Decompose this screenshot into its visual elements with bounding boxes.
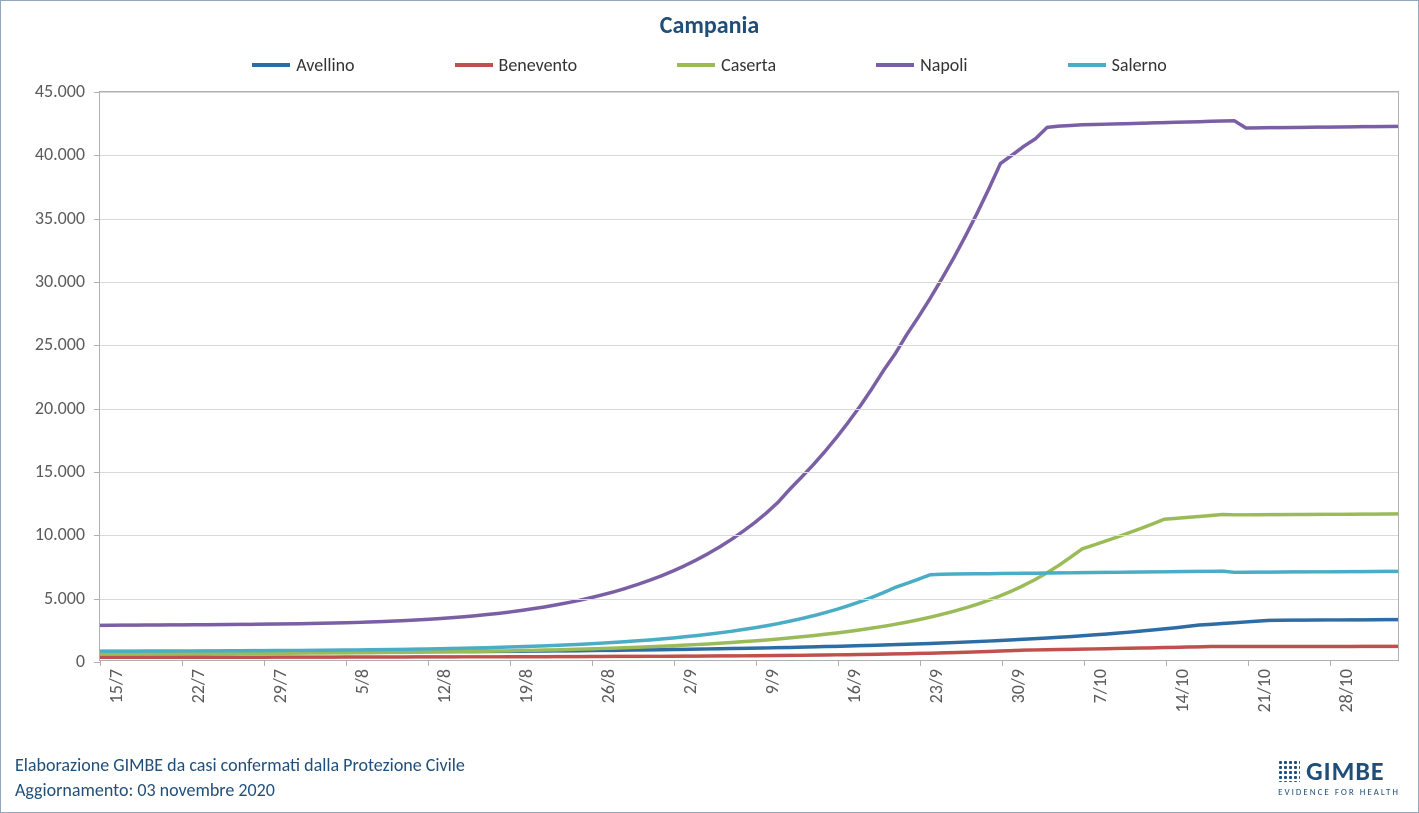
logo-main: GIMBE [1278, 755, 1400, 787]
series-line-napoli [100, 121, 1398, 626]
chart-lines [100, 92, 1398, 660]
x-tick-label: 19/8 [515, 669, 537, 703]
y-tick-label: 25.000 [35, 333, 85, 355]
y-tick-label: 35.000 [35, 207, 85, 229]
gridline [100, 409, 1398, 410]
series-line-salerno [100, 571, 1398, 651]
y-tick-label: 10.000 [35, 523, 85, 545]
y-tickmark [94, 599, 100, 600]
y-tick-label: 0 [76, 650, 85, 672]
x-tick-label: 23/9 [925, 669, 947, 703]
x-tick-label: 14/10 [1171, 669, 1193, 712]
x-axis-labels: 15/7 22/7 29/7 5/8 12/8 19/8 26/8 2/9 9/9 16/9 23/… [99, 661, 1399, 751]
legend-label-salerno: Salerno [1112, 54, 1167, 76]
gridline [100, 92, 1398, 93]
footer-source: Elaborazione GIMBE da casi confermati da… [15, 753, 465, 777]
y-tick-label: 45.000 [35, 80, 85, 102]
gridline [100, 535, 1398, 536]
legend-label-benevento: Benevento [499, 54, 578, 76]
gridline [100, 599, 1398, 600]
legend-label-napoli: Napoli [920, 54, 967, 76]
y-tick-label: 5.000 [44, 587, 85, 609]
plot-area [99, 91, 1399, 661]
y-tickmark [94, 535, 100, 536]
legend-item-caserta: Caserta [677, 54, 776, 76]
legend-item-salerno: Salerno [1068, 54, 1167, 76]
x-tick-label: 28/10 [1335, 669, 1357, 712]
logo-dots-icon [1278, 760, 1300, 782]
gridline [100, 155, 1398, 156]
y-tick-label: 20.000 [35, 397, 85, 419]
logo-text: GIMBE [1306, 755, 1384, 787]
logo-subtitle: EVIDENCE FOR HEALTH [1278, 787, 1400, 798]
footer-date: Aggiornamento: 03 novembre 2020 [15, 778, 465, 802]
y-tickmark [94, 345, 100, 346]
gridline [100, 345, 1398, 346]
y-tickmark [94, 155, 100, 156]
gridline [100, 472, 1398, 473]
gridline [100, 282, 1398, 283]
x-tick-label: 26/8 [597, 669, 619, 703]
y-tickmark [94, 409, 100, 410]
chart-container: Campania Avellino Benevento Caserta Napo… [0, 0, 1419, 813]
x-tick-label: 16/9 [843, 669, 865, 703]
legend-swatch-benevento [455, 63, 493, 67]
x-tick-label: 9/9 [761, 669, 783, 694]
legend-item-napoli: Napoli [876, 54, 967, 76]
legend-swatch-avellino [252, 63, 290, 67]
x-tick-label: 21/10 [1253, 669, 1275, 712]
x-tick-label: 22/7 [187, 669, 209, 703]
legend-item-benevento: Benevento [455, 54, 578, 76]
legend-swatch-salerno [1068, 63, 1106, 67]
legend-swatch-napoli [876, 63, 914, 67]
x-tick-label: 12/8 [433, 669, 455, 703]
y-axis-labels: 05.00010.00015.00020.00025.00030.00035.0… [1, 91, 93, 661]
legend-label-avellino: Avellino [296, 54, 354, 76]
gimbe-logo: GIMBE EVIDENCE FOR HEALTH [1278, 755, 1400, 798]
legend-label-caserta: Caserta [721, 54, 776, 76]
gridline [100, 219, 1398, 220]
y-tickmark [94, 282, 100, 283]
x-tick-label: 5/8 [351, 669, 373, 694]
x-tick-label: 7/10 [1089, 669, 1111, 703]
legend-item-avellino: Avellino [252, 54, 354, 76]
y-tickmark [94, 219, 100, 220]
chart-title: Campania [1, 1, 1418, 40]
y-tick-label: 30.000 [35, 270, 85, 292]
x-tick-label: 2/9 [679, 669, 701, 694]
x-tick-label: 15/7 [105, 669, 127, 703]
x-tick-label: 29/7 [269, 669, 291, 703]
y-tick-label: 40.000 [35, 143, 85, 165]
y-tick-label: 15.000 [35, 460, 85, 482]
y-tickmark [94, 92, 100, 93]
x-tick-label: 30/9 [1007, 669, 1029, 703]
legend-swatch-caserta [677, 63, 715, 67]
y-tickmark [94, 472, 100, 473]
footer-text: Elaborazione GIMBE da casi confermati da… [15, 753, 465, 802]
legend: Avellino Benevento Caserta Napoli Salern… [1, 40, 1418, 84]
